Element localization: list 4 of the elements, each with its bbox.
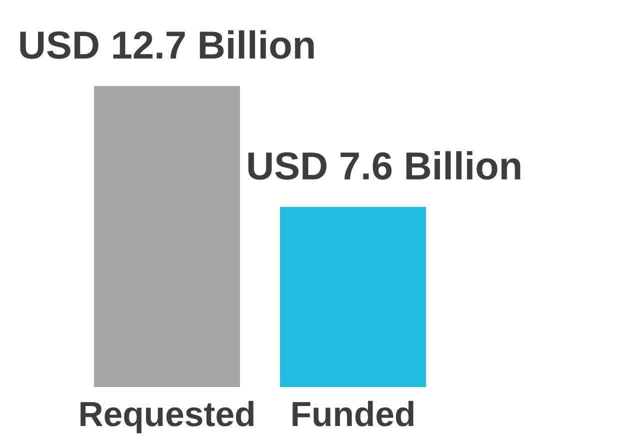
data-label: USD 12.7 Billion [20, 30, 314, 59]
x-tick-label: Requested [80, 400, 254, 434]
x-tick-label: Funded [292, 400, 414, 426]
data-label: USD 7.6 Billion [248, 151, 520, 180]
